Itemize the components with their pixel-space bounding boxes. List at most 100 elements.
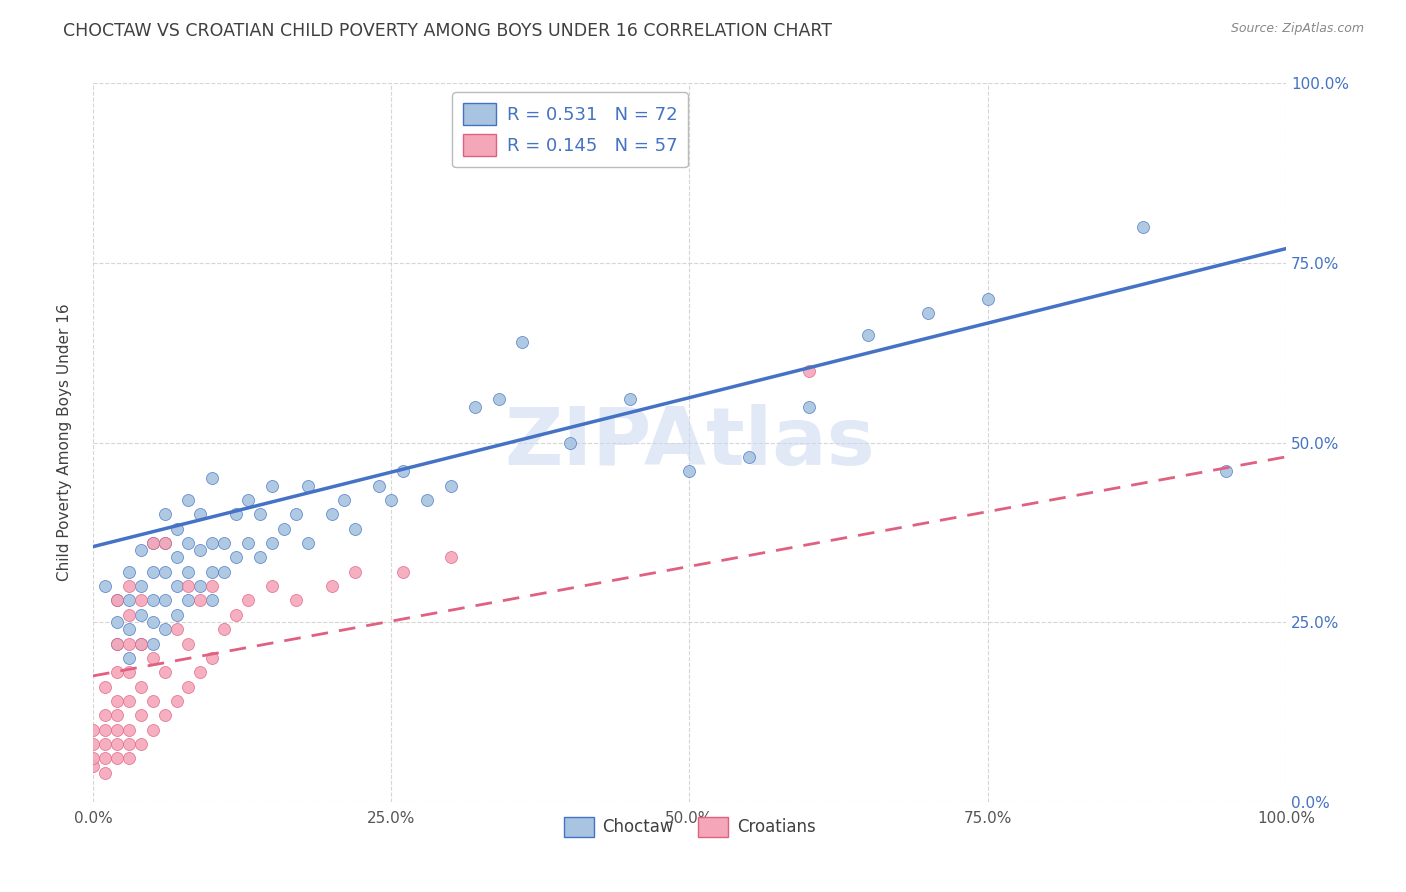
Point bbox=[166, 694, 188, 708]
Point bbox=[118, 694, 141, 708]
Point bbox=[129, 737, 152, 751]
Point bbox=[118, 665, 141, 680]
Point bbox=[142, 637, 165, 651]
Point bbox=[82, 758, 104, 772]
Legend: Choctaw, Croatians: Choctaw, Croatians bbox=[557, 810, 823, 844]
Point bbox=[201, 565, 224, 579]
Point bbox=[153, 565, 176, 579]
Point bbox=[297, 478, 319, 492]
Point bbox=[94, 708, 117, 723]
Point bbox=[142, 615, 165, 629]
Point bbox=[129, 593, 152, 607]
Point bbox=[94, 680, 117, 694]
Point bbox=[416, 492, 439, 507]
Point bbox=[177, 492, 200, 507]
Point bbox=[105, 723, 128, 737]
Point bbox=[177, 565, 200, 579]
Point bbox=[368, 478, 391, 492]
Point bbox=[225, 607, 247, 622]
Point bbox=[201, 579, 224, 593]
Point bbox=[1215, 464, 1237, 478]
Point bbox=[142, 536, 165, 550]
Point bbox=[105, 737, 128, 751]
Point bbox=[284, 508, 307, 522]
Point bbox=[225, 508, 247, 522]
Point bbox=[129, 637, 152, 651]
Point bbox=[225, 550, 247, 565]
Point bbox=[82, 737, 104, 751]
Point bbox=[94, 751, 117, 765]
Point bbox=[260, 579, 283, 593]
Point bbox=[94, 723, 117, 737]
Point bbox=[94, 579, 117, 593]
Point bbox=[153, 536, 176, 550]
Point bbox=[153, 508, 176, 522]
Point bbox=[332, 492, 354, 507]
Point bbox=[392, 565, 415, 579]
Point bbox=[392, 464, 415, 478]
Point bbox=[153, 622, 176, 636]
Point bbox=[797, 364, 820, 378]
Point bbox=[190, 665, 212, 680]
Point bbox=[153, 665, 176, 680]
Point bbox=[94, 737, 117, 751]
Point bbox=[797, 400, 820, 414]
Point bbox=[321, 579, 343, 593]
Point bbox=[166, 522, 188, 536]
Point bbox=[236, 593, 259, 607]
Point bbox=[166, 579, 188, 593]
Point bbox=[142, 651, 165, 665]
Point bbox=[190, 543, 212, 558]
Point bbox=[105, 593, 128, 607]
Point bbox=[190, 593, 212, 607]
Point bbox=[129, 543, 152, 558]
Point bbox=[190, 579, 212, 593]
Point bbox=[201, 471, 224, 485]
Point bbox=[273, 522, 295, 536]
Point bbox=[166, 550, 188, 565]
Point bbox=[190, 508, 212, 522]
Point bbox=[118, 593, 141, 607]
Point bbox=[142, 536, 165, 550]
Point bbox=[560, 435, 582, 450]
Point bbox=[105, 708, 128, 723]
Point bbox=[236, 536, 259, 550]
Point bbox=[177, 637, 200, 651]
Point bbox=[118, 607, 141, 622]
Point bbox=[118, 637, 141, 651]
Point bbox=[118, 751, 141, 765]
Point bbox=[105, 615, 128, 629]
Point bbox=[977, 292, 1000, 306]
Point bbox=[236, 492, 259, 507]
Point bbox=[201, 536, 224, 550]
Point bbox=[142, 565, 165, 579]
Point bbox=[177, 593, 200, 607]
Point bbox=[94, 765, 117, 780]
Point bbox=[129, 637, 152, 651]
Point bbox=[118, 622, 141, 636]
Point bbox=[738, 450, 761, 464]
Point bbox=[440, 550, 463, 565]
Point bbox=[142, 694, 165, 708]
Point bbox=[118, 579, 141, 593]
Point bbox=[201, 593, 224, 607]
Point bbox=[153, 708, 176, 723]
Point bbox=[440, 478, 463, 492]
Point bbox=[858, 327, 880, 342]
Point bbox=[118, 723, 141, 737]
Point bbox=[105, 637, 128, 651]
Text: Source: ZipAtlas.com: Source: ZipAtlas.com bbox=[1230, 22, 1364, 36]
Point bbox=[105, 637, 128, 651]
Point bbox=[260, 478, 283, 492]
Point bbox=[142, 593, 165, 607]
Point bbox=[118, 651, 141, 665]
Point bbox=[344, 565, 367, 579]
Point bbox=[166, 607, 188, 622]
Point bbox=[118, 565, 141, 579]
Point bbox=[284, 593, 307, 607]
Point bbox=[82, 751, 104, 765]
Point bbox=[118, 737, 141, 751]
Point bbox=[201, 651, 224, 665]
Point bbox=[177, 680, 200, 694]
Point bbox=[380, 492, 402, 507]
